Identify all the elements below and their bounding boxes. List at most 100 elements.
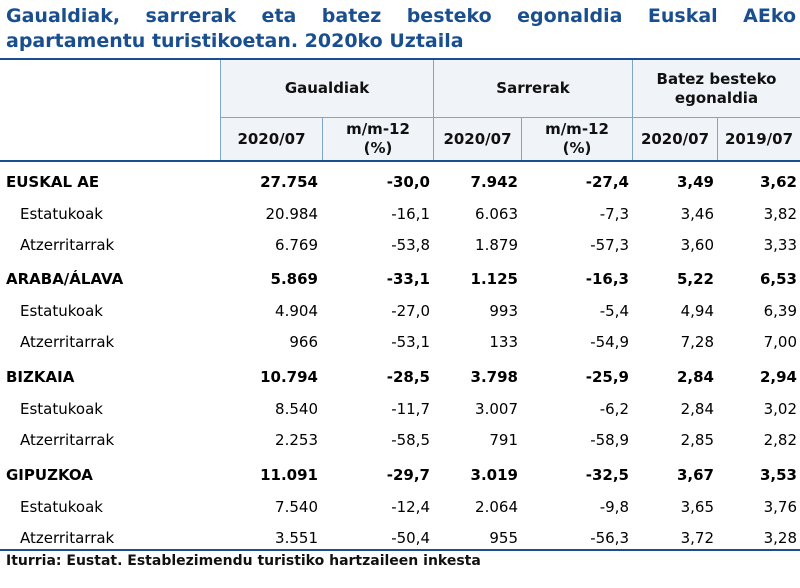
table-cell: -57,3: [590, 236, 629, 254]
table-cell: 3.019: [470, 466, 518, 484]
table-cell: -7,3: [599, 205, 629, 223]
row-label: ARABA/ÁLAVA: [6, 270, 124, 288]
table-cell: 3,49: [676, 173, 714, 191]
table-cell: -9,8: [599, 498, 629, 516]
table-cell: -50,4: [391, 529, 430, 547]
header-col-gaualdiak-2020: 2020/07: [221, 118, 322, 160]
table-cell: 2.253: [275, 431, 318, 449]
row-label: BIZKAIA: [6, 368, 75, 386]
col-divider: [632, 60, 633, 160]
table-cell: 3,82: [763, 205, 797, 223]
table-cell: 11.091: [260, 466, 318, 484]
header-batez-besteko-egonaldia: Batez besteko egonaldia: [633, 60, 800, 117]
table-row: Atzerritarrak 966 -53,1 133 -54,9 7,28 7,00: [0, 326, 800, 358]
table-cell: -58,9: [590, 431, 629, 449]
table-cell: 8.540: [275, 400, 318, 418]
table-cell: 2,82: [763, 431, 797, 449]
table-cell: 27.754: [260, 173, 318, 191]
source-note: Iturria: Eustat. Establezimendu turistik…: [6, 553, 481, 569]
table-cell: 4.904: [275, 302, 318, 320]
row-label: Estatukoak: [20, 400, 103, 418]
table-cell: 20.984: [265, 205, 319, 223]
row-label: EUSKAL AE: [6, 173, 100, 191]
table-row: Estatukoak 4.904 -27,0 993 -5,4 4,94 6,39: [0, 295, 800, 327]
table-cell: 3,67: [676, 466, 714, 484]
table-cell: 3,02: [763, 400, 797, 418]
col-divider: [220, 60, 221, 160]
top-rule: [0, 58, 800, 60]
title-line-2: apartamentu turistikoetan. 2020ko Uztail…: [6, 30, 464, 52]
header-col-gaualdiak-mm12: m/m-12 (%): [323, 118, 433, 160]
table-cell: 3,53: [759, 466, 797, 484]
header-col-egonaldia-2020: 2020/07: [633, 118, 717, 160]
table-cell: -58,5: [391, 431, 430, 449]
table-cell: 7.540: [275, 498, 318, 516]
table-cell: -53,1: [391, 333, 430, 351]
table-cell: 955: [489, 529, 518, 547]
row-label: Atzerritarrak: [20, 431, 115, 449]
table-cell: -32,5: [585, 466, 629, 484]
table-cell: 6,39: [763, 302, 797, 320]
table-cell: 3,60: [680, 236, 714, 254]
table-cell: -33,1: [386, 270, 430, 288]
table-cell: 2,84: [676, 368, 714, 386]
table-cell: 2.064: [475, 498, 518, 516]
table-cell: 3,33: [763, 236, 797, 254]
title-line-1: Gaualdiak, sarrerak eta batez besteko eg…: [6, 5, 796, 27]
table-cell: 3,28: [763, 529, 797, 547]
table-cell: 1.879: [475, 236, 518, 254]
table-cell: -30,0: [386, 173, 430, 191]
header-gaualdiak: Gaualdiak: [221, 60, 433, 117]
table-cell: -5,4: [599, 302, 629, 320]
table-cell: 1.125: [470, 270, 518, 288]
col-divider: [322, 118, 323, 160]
table-cell: -29,7: [386, 466, 430, 484]
table-row: GIPUZKOA 11.091 -29,7 3.019 -32,5 3,67 3,53: [0, 459, 800, 491]
row-label: Atzerritarrak: [20, 529, 115, 547]
header-divider: [221, 117, 800, 118]
row-label: Estatukoak: [20, 302, 103, 320]
table-cell: 3.007: [475, 400, 518, 418]
table-row: Estatukoak 8.540 -11,7 3.007 -6,2 2,84 3,02: [0, 393, 800, 425]
table-cell: 7,00: [763, 333, 797, 351]
header-bottom-rule: [0, 160, 800, 162]
table-cell: 7.942: [470, 173, 518, 191]
table-cell: 2,85: [680, 431, 714, 449]
table-cell: -28,5: [386, 368, 430, 386]
row-label: Atzerritarrak: [20, 236, 115, 254]
table-cell: -16,3: [585, 270, 629, 288]
table-cell: 5.869: [270, 270, 318, 288]
table-row: Estatukoak 7.540 -12,4 2.064 -9,8 3,65 3,76: [0, 491, 800, 523]
table-row: Atzerritarrak 2.253 -58,5 791 -58,9 2,85 2,82: [0, 424, 800, 456]
table-cell: 791: [489, 431, 518, 449]
table-cell: 7,28: [680, 333, 714, 351]
table-cell: -16,1: [391, 205, 430, 223]
table-cell: 133: [489, 333, 518, 351]
table-cell: 3.551: [275, 529, 318, 547]
row-label: Estatukoak: [20, 498, 103, 516]
table-cell: 2,94: [759, 368, 797, 386]
table-row: Atzerritarrak 6.769 -53,8 1.879 -57,3 3,60 3,3…: [0, 229, 800, 261]
table-cell: -56,3: [590, 529, 629, 547]
row-label: Estatukoak: [20, 205, 103, 223]
table-cell: -27,0: [391, 302, 430, 320]
table-cell: -11,7: [391, 400, 430, 418]
header-col-sarrerak-mm12: m/m-12 (%): [522, 118, 632, 160]
table-cell: 3,76: [763, 498, 797, 516]
row-label: Atzerritarrak: [20, 333, 115, 351]
table-cell: -6,2: [599, 400, 629, 418]
table-cell: 2,84: [680, 400, 714, 418]
table-row: Estatukoak 20.984 -16,1 6.063 -7,3 3,46 3,82: [0, 198, 800, 230]
col-divider: [433, 60, 434, 160]
table-row: Atzerritarrak 3.551 -50,4 955 -56,3 3,72 3,28: [0, 522, 800, 554]
col-divider: [521, 118, 522, 160]
header-sarrerak: Sarrerak: [434, 60, 632, 117]
table-cell: 5,22: [676, 270, 714, 288]
col-divider: [717, 118, 718, 160]
table-cell: -53,8: [391, 236, 430, 254]
table-cell: 4,94: [680, 302, 714, 320]
table-row: BIZKAIA 10.794 -28,5 3.798 -25,9 2,84 2,94: [0, 361, 800, 393]
table-cell: -25,9: [585, 368, 629, 386]
table-row: EUSKAL AE 27.754 -30,0 7.942 -27,4 3,49 3,62: [0, 166, 800, 198]
header-col-sarrerak-2020: 2020/07: [434, 118, 521, 160]
